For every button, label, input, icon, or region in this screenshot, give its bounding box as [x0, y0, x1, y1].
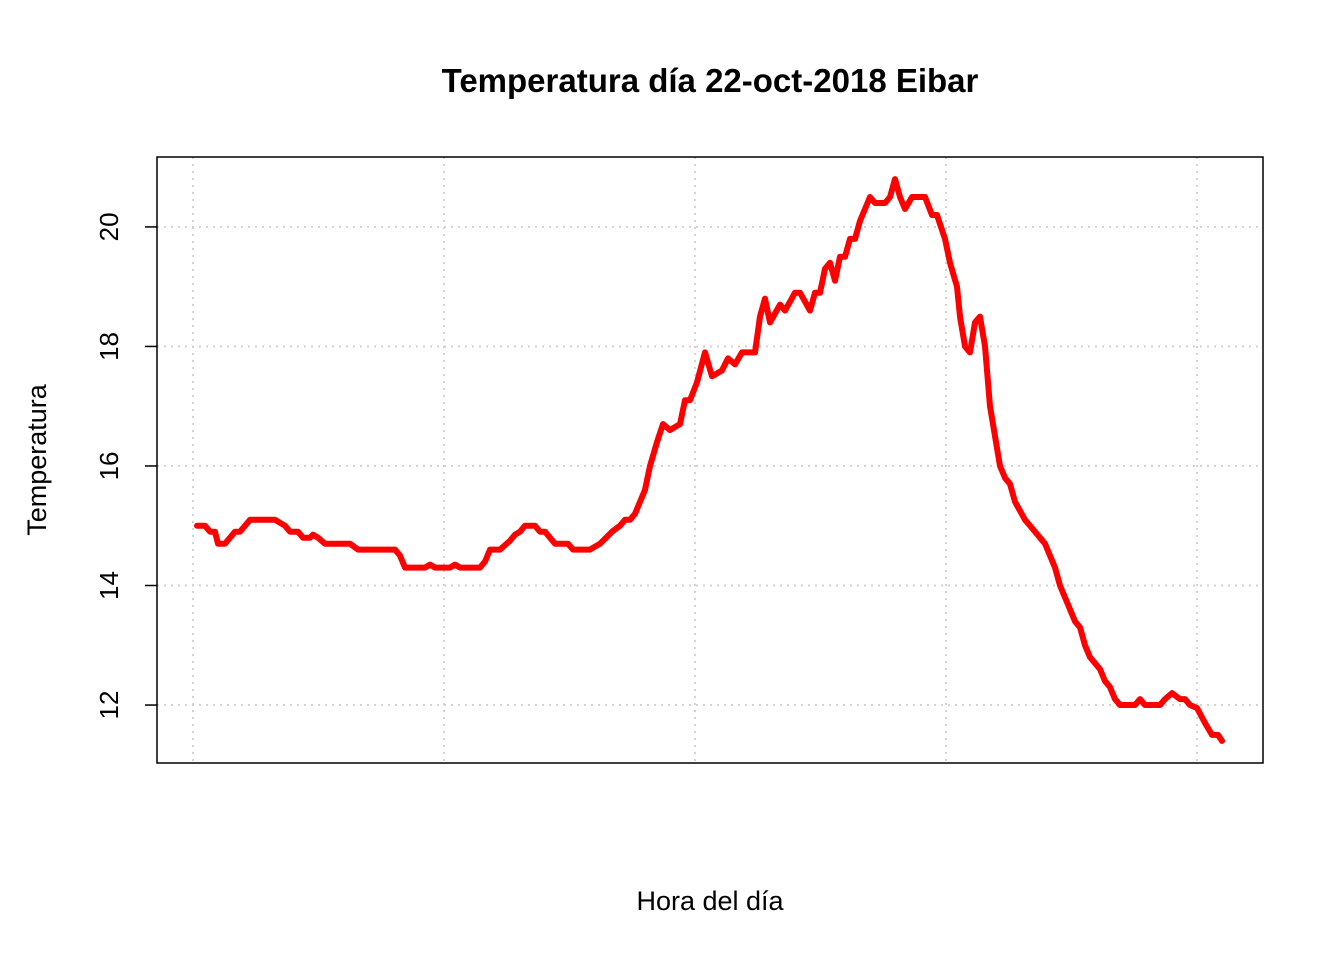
x-axis-label: Hora del día [636, 886, 784, 916]
plot-frame [156, 156, 1264, 764]
data-line [194, 176, 1225, 744]
chart-title: Temperatura día 22-oct-2018 Eibar [442, 62, 979, 99]
y-tick-label: 18 [94, 332, 124, 361]
y-tick-label: 16 [94, 452, 124, 481]
plot-area: 12 14 16 18 20 [94, 156, 1264, 764]
y-axis-label: Temperatura [22, 383, 52, 536]
y-tick-label: 12 [94, 691, 124, 720]
y-tick-label: 20 [94, 212, 124, 241]
y-tick-label: 14 [94, 571, 124, 600]
